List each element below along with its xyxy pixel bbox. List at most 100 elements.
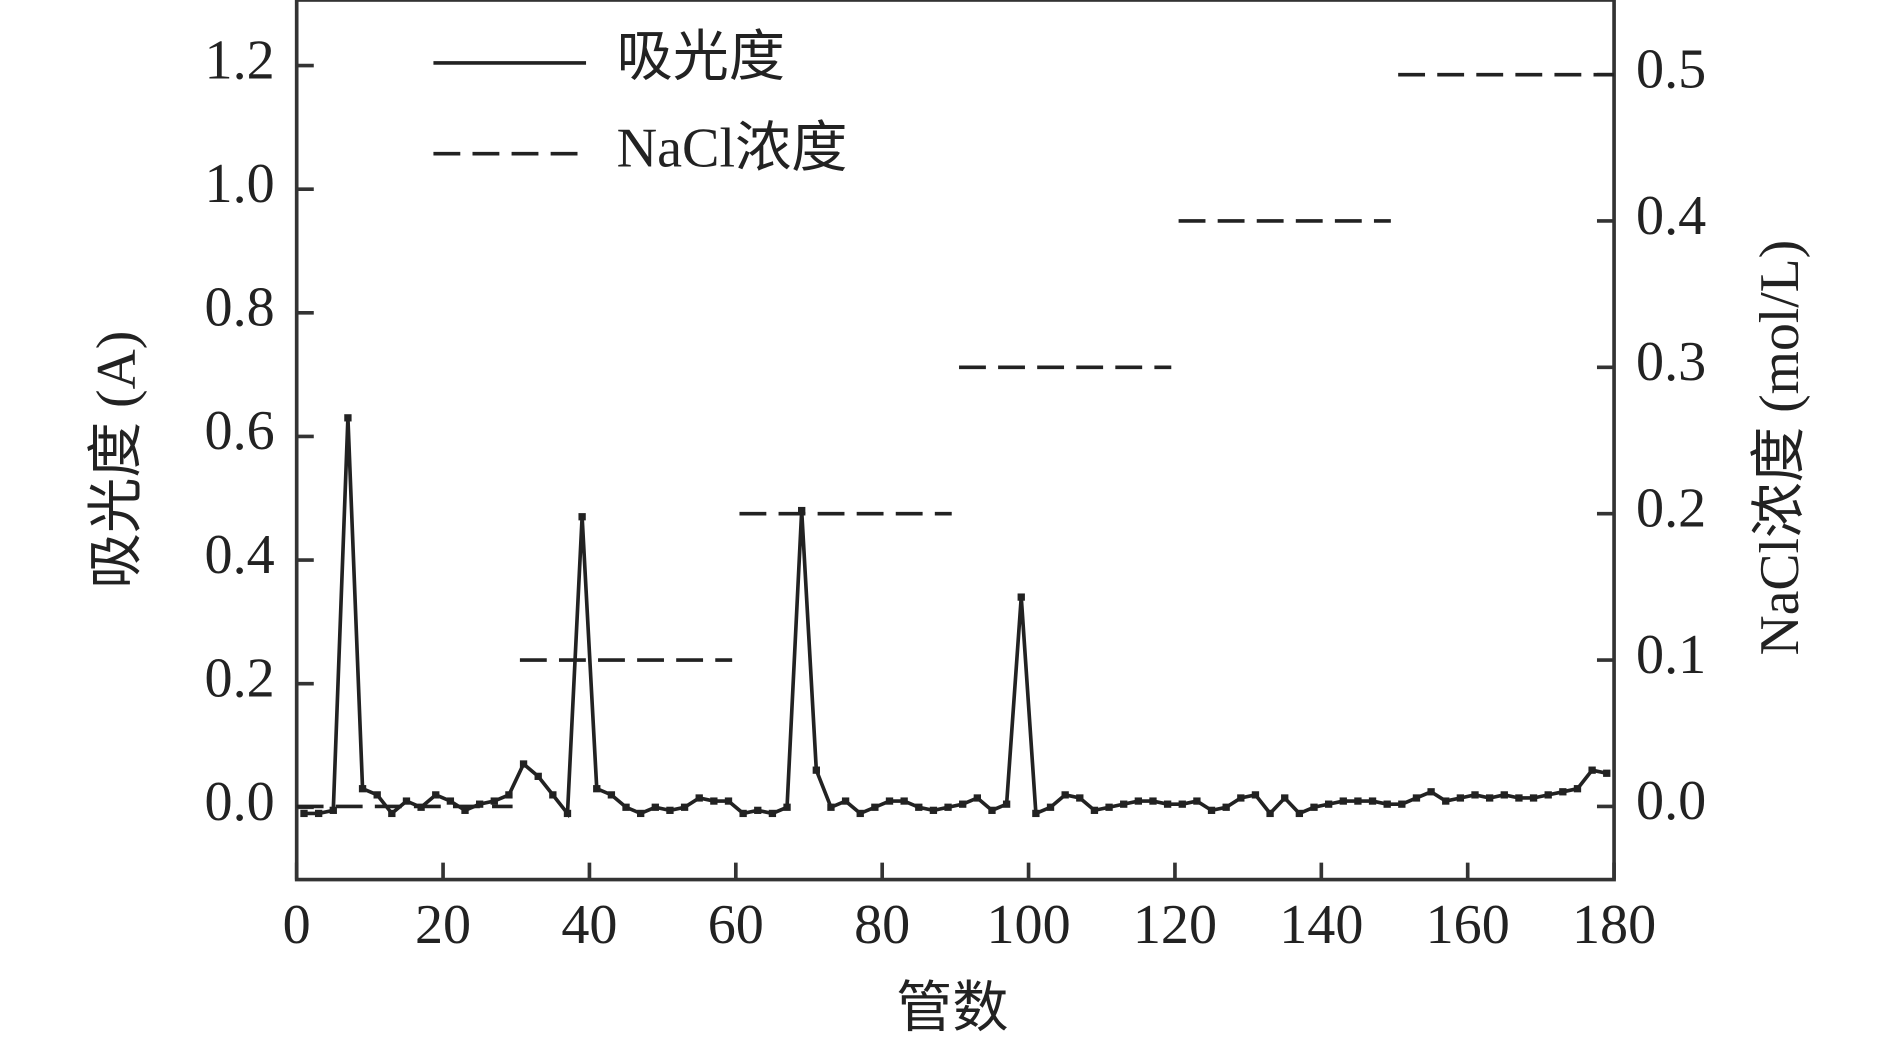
point <box>680 803 689 811</box>
point <box>915 803 923 811</box>
point <box>798 506 806 515</box>
point <box>754 806 762 814</box>
point <box>1573 785 1582 793</box>
legend-label: 吸光度 <box>617 27 785 89</box>
x-axis-label: 管数 <box>896 978 1008 1040</box>
y2-tick-label: 0.3 <box>1636 331 1706 393</box>
point <box>1281 794 1289 802</box>
point <box>900 797 908 805</box>
point <box>1442 797 1450 805</box>
x-tick-label: 0 <box>283 894 311 956</box>
x-tick-label: 120 <box>1133 894 1217 956</box>
point <box>490 797 498 805</box>
point <box>578 513 586 521</box>
point <box>388 809 396 818</box>
series-line <box>304 417 1608 819</box>
point <box>988 806 996 814</box>
y2-axis-label: NaCl浓度 (mol/L) <box>1749 240 1811 656</box>
point <box>622 803 630 811</box>
point <box>1471 791 1479 799</box>
x-tick-label: 20 <box>415 894 471 956</box>
point <box>1529 794 1538 802</box>
point <box>475 800 484 808</box>
series-line <box>296 72 1615 809</box>
point <box>1149 797 1157 805</box>
point <box>314 809 323 818</box>
point <box>1046 803 1055 811</box>
point <box>1310 803 1318 811</box>
point <box>344 414 352 422</box>
point <box>1427 788 1435 796</box>
point <box>534 772 542 780</box>
point <box>432 791 440 799</box>
point <box>959 800 967 808</box>
point <box>1295 809 1304 818</box>
point <box>1076 794 1084 802</box>
point <box>1339 797 1347 805</box>
point <box>1002 800 1011 808</box>
point <box>549 791 557 799</box>
x-tick-label: 100 <box>986 894 1070 956</box>
point <box>1383 800 1391 808</box>
point <box>1061 791 1069 799</box>
point <box>593 785 601 793</box>
y-axis-label: 吸光度 (A) <box>86 331 148 589</box>
point <box>973 794 981 802</box>
point <box>1193 797 1201 805</box>
point <box>768 809 777 818</box>
x-tick-label: 80 <box>854 894 910 956</box>
point <box>1237 794 1245 802</box>
point <box>1588 766 1596 774</box>
point <box>358 785 367 793</box>
point <box>1354 797 1362 805</box>
x-tick-label: 160 <box>1426 894 1510 956</box>
point <box>1485 794 1494 802</box>
y2-tick-label: 0.1 <box>1636 624 1706 686</box>
y-tick-label: 0.6 <box>205 400 275 462</box>
y2-tick-label: 0.5 <box>1636 39 1706 101</box>
point <box>944 803 952 811</box>
point <box>1515 794 1523 802</box>
plot-frame <box>294 0 1616 882</box>
point <box>505 791 513 799</box>
y2-tick-label: 0.0 <box>1636 770 1706 832</box>
point <box>1456 794 1465 802</box>
point <box>724 797 733 805</box>
y-tick-label: 1.0 <box>205 153 275 215</box>
point <box>1412 794 1421 802</box>
point <box>739 809 747 818</box>
y-tick-label: 1.2 <box>205 30 275 92</box>
point <box>1251 791 1260 799</box>
point <box>461 806 469 814</box>
point <box>1090 806 1099 814</box>
point <box>329 806 337 814</box>
point <box>563 809 572 818</box>
y2-tick-label: 0.2 <box>1636 478 1706 540</box>
point <box>827 803 835 811</box>
point <box>856 809 864 818</box>
point <box>1500 791 1508 799</box>
point <box>1368 797 1377 805</box>
point <box>1178 800 1186 808</box>
point <box>812 766 820 774</box>
point <box>1222 803 1230 811</box>
point <box>1134 797 1143 805</box>
point <box>1559 788 1567 796</box>
point <box>300 809 308 818</box>
point <box>1032 809 1040 818</box>
point <box>1105 803 1113 811</box>
point <box>651 803 659 811</box>
point <box>519 760 528 768</box>
point <box>710 797 718 805</box>
x-tick-label: 140 <box>1279 894 1363 956</box>
point <box>1120 800 1128 808</box>
point <box>1544 791 1552 799</box>
point <box>1324 800 1333 808</box>
y-tick-label: 0.0 <box>205 771 275 833</box>
y-tick-label: 0.4 <box>205 524 275 586</box>
point <box>607 791 616 799</box>
point <box>1398 800 1406 808</box>
point <box>1017 593 1025 601</box>
point <box>1603 769 1611 777</box>
point <box>695 794 703 802</box>
